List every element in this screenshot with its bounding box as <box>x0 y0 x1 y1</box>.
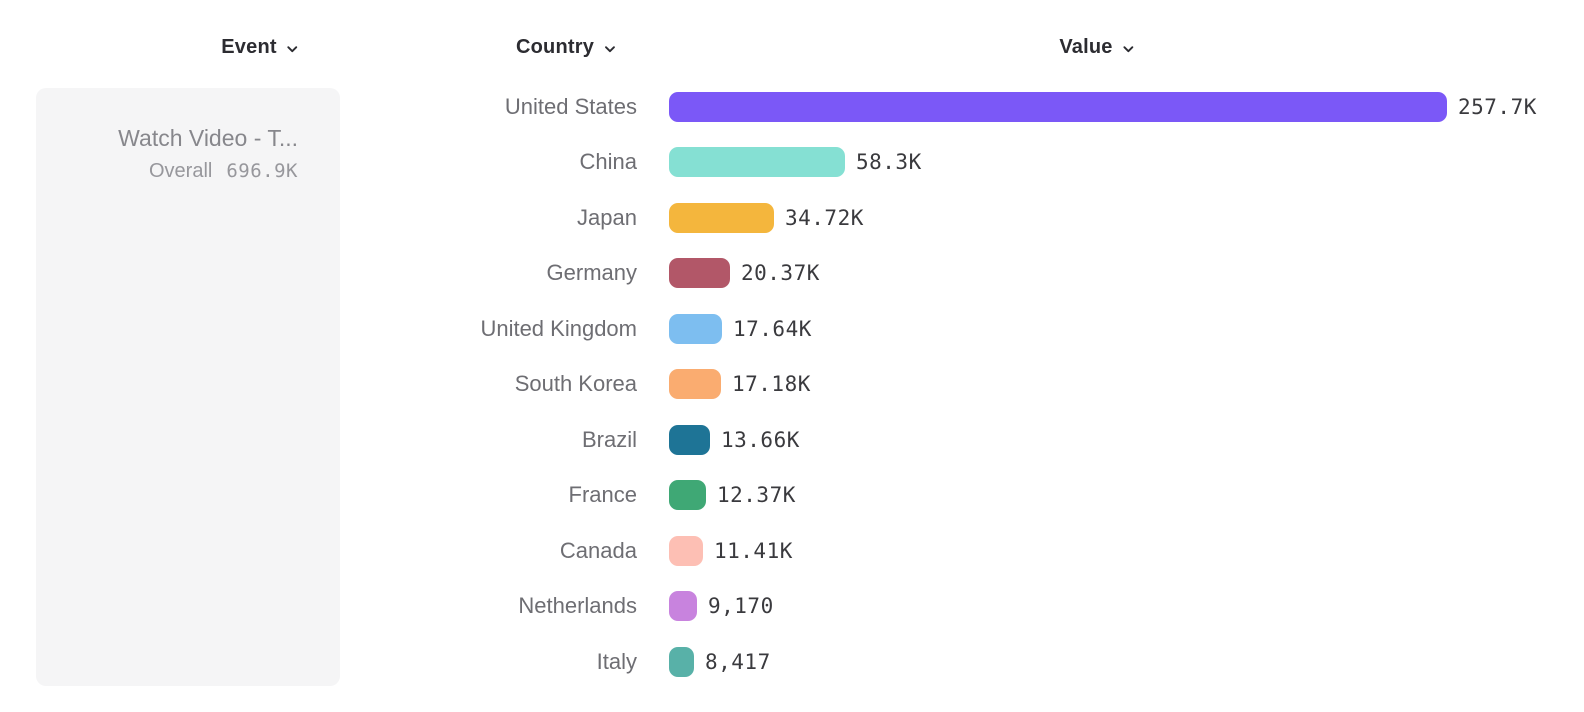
value-bar[interactable] <box>669 480 706 511</box>
value-bar[interactable] <box>669 313 722 344</box>
overall-value: 696.9K <box>226 160 298 182</box>
value-bar[interactable] <box>669 646 694 677</box>
value-label: 8,417 <box>705 649 771 674</box>
event-overall: Overall 696.9K <box>52 160 298 183</box>
value-label: 17.18K <box>732 372 811 397</box>
country-label: Japan <box>577 204 637 230</box>
value-bar[interactable] <box>669 591 697 622</box>
chart-row: United States 257.7K <box>0 79 1584 135</box>
value-label: 12.37K <box>717 483 796 508</box>
country-label: United Kingdom <box>480 315 637 341</box>
overall-label: Overall <box>149 160 213 182</box>
value-bar[interactable] <box>669 424 710 455</box>
country-label: South Korea <box>514 371 637 397</box>
country-label: China <box>579 149 637 175</box>
country-label: Germany <box>546 260 637 286</box>
bar-chart: United States 257.7K China 58.3K Japan 34.72K… <box>0 79 1584 690</box>
value-bar[interactable] <box>669 535 703 566</box>
value-bar[interactable] <box>669 147 845 178</box>
event-card[interactable]: Watch Video - T... Overall 696.9K <box>36 88 340 686</box>
country-label: United States <box>504 93 637 119</box>
value-label: 13.66K <box>721 427 800 452</box>
chart-row: France 12.37K <box>0 468 1584 524</box>
country-label: Brazil <box>581 426 637 452</box>
country-column-header[interactable]: Country <box>516 36 618 59</box>
value-column-header[interactable]: Value <box>1059 36 1136 59</box>
country-label: Italy <box>596 648 637 674</box>
chart-row: United Kingdom 17.64K <box>0 301 1584 357</box>
value-label: 17.64K <box>733 316 812 341</box>
value-bar[interactable] <box>669 258 730 289</box>
value-bar[interactable] <box>669 369 721 400</box>
value-label: 9,170 <box>708 594 774 619</box>
chart-row: Brazil 13.66K <box>0 412 1584 468</box>
country-label: Canada <box>559 537 637 563</box>
chevron-down-icon <box>605 46 615 53</box>
value-bar[interactable] <box>669 202 774 233</box>
value-label: 257.7K <box>1458 94 1537 119</box>
value-label: 34.72K <box>785 205 864 230</box>
event-column-header[interactable]: Event <box>221 36 300 59</box>
chart-row: Germany 20.37K <box>0 246 1584 302</box>
chevron-down-icon <box>1123 46 1134 53</box>
value-bar[interactable] <box>669 91 1447 122</box>
chart-row: Netherlands 9,170 <box>0 579 1584 635</box>
chart-row: Canada 11.41K <box>0 523 1584 579</box>
event-column-label: Event <box>221 36 277 58</box>
country-column-label: Country <box>515 36 595 58</box>
event-name: Watch Video - T... <box>118 125 298 151</box>
value-label: 58.3K <box>856 150 922 175</box>
value-column-label: Value <box>1059 36 1113 58</box>
chevron-down-icon <box>287 46 298 53</box>
chart-row: Italy 8,417 <box>0 634 1584 690</box>
chart-row: China 58.3K <box>0 135 1584 191</box>
chart-row: South Korea 17.18K <box>0 357 1584 413</box>
chart-row: Japan 34.72K <box>0 190 1584 246</box>
country-label: France <box>568 482 637 508</box>
country-label: Netherlands <box>518 593 637 619</box>
value-label: 20.37K <box>741 261 820 286</box>
value-label: 11.41K <box>714 538 793 563</box>
